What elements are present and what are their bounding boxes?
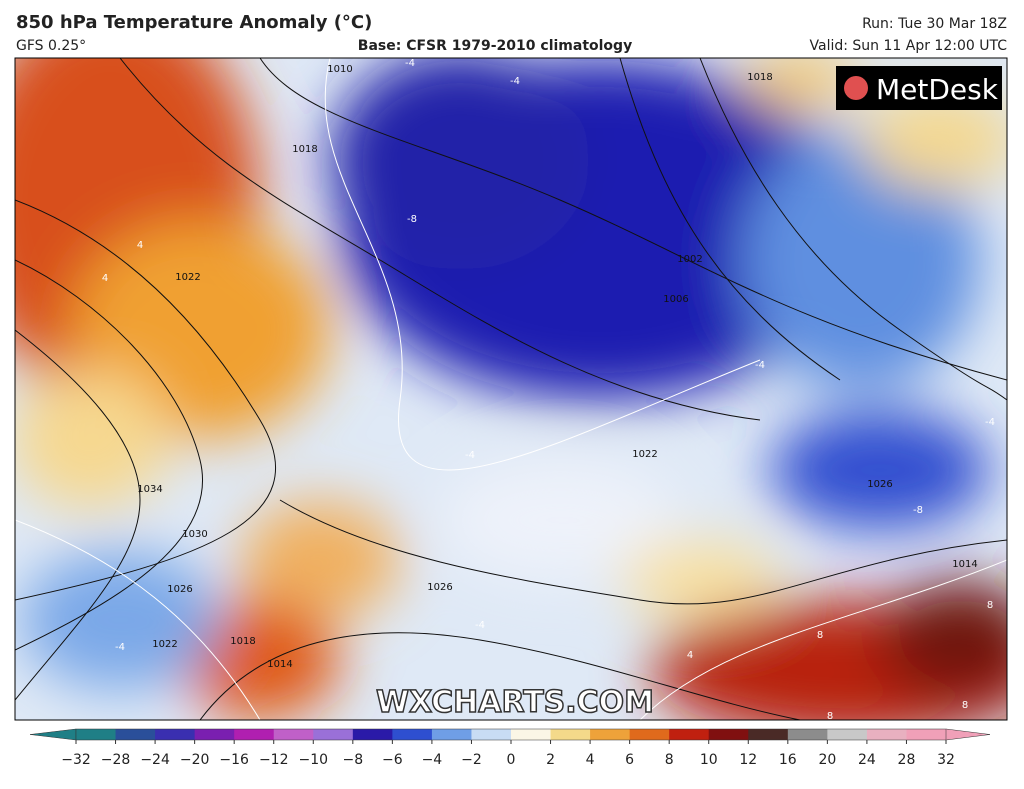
isobar-label: 1010 xyxy=(327,64,352,75)
colorbar-segment xyxy=(748,729,789,740)
colorbar-segment xyxy=(866,729,907,740)
map: 1010 1018 1022 1034 1030 1026 1022 1018 1014 1026… xyxy=(15,58,1007,722)
run: Run: Tue 30 Mar 18Z xyxy=(862,16,1007,32)
anomaly-label: 8 xyxy=(817,630,823,641)
watermark: WXCHARTS.COM xyxy=(376,685,654,720)
colorbar-segment xyxy=(669,729,710,740)
colorbar-end xyxy=(945,728,991,741)
colorbar-tick-label: −2 xyxy=(461,752,482,768)
anomaly-label: -8 xyxy=(913,505,923,516)
colorbar-tick-label: −28 xyxy=(101,752,131,768)
colorbar-tick-label: 16 xyxy=(779,752,797,768)
isobar-label: 1018 xyxy=(292,144,317,155)
anomaly-label: 4 xyxy=(137,240,143,251)
anomaly-label: -4 xyxy=(985,417,995,428)
colorbar-segment xyxy=(827,729,868,740)
colorbar-segment xyxy=(115,729,156,740)
colorbar-segment xyxy=(550,729,591,740)
isobar-label: 1018 xyxy=(230,636,255,647)
colorbar-tick-label: 32 xyxy=(937,752,955,768)
colorbar-end xyxy=(29,728,77,741)
colorbar-segment xyxy=(471,729,512,740)
logo: MetDesk xyxy=(876,73,999,106)
anomaly-label: 4 xyxy=(102,273,108,284)
title: 850 hPa Temperature Anomaly (°C) xyxy=(16,12,372,33)
colorbar-segment xyxy=(511,729,552,740)
colorbar-tick-label: 6 xyxy=(625,752,634,768)
anomaly-label: -4 xyxy=(755,360,765,371)
isobar-label: 1026 xyxy=(427,582,452,593)
colorbar-segment xyxy=(906,729,947,740)
valid: Valid: Sun 11 Apr 12:00 UTC xyxy=(810,38,1008,54)
colorbar-segment xyxy=(629,729,670,740)
colorbar-tick-label: 8 xyxy=(665,752,674,768)
anomaly-label: -4 xyxy=(475,620,485,631)
anomaly-label: 8 xyxy=(827,711,833,722)
colorbar-segment xyxy=(352,729,393,740)
isobar-label: 1022 xyxy=(632,449,657,460)
colorbar-tick-label: 28 xyxy=(898,752,916,768)
anomaly-label: -4 xyxy=(115,642,125,653)
colorbar-tick-label: −8 xyxy=(342,752,363,768)
colorbar-segment xyxy=(431,729,472,740)
colorbar-tick-label: −32 xyxy=(61,752,91,768)
base: Base: CFSR 1979-2010 climatology xyxy=(358,38,632,54)
colorbar-tick-label: 0 xyxy=(507,752,516,768)
anomaly-label: -4 xyxy=(510,76,520,87)
isobar-label: 1002 xyxy=(677,254,702,265)
isobar-label: 1018 xyxy=(747,72,772,83)
colorbar-segment xyxy=(194,729,235,740)
colorbar-tick-label: −12 xyxy=(259,752,289,768)
isobar-label: 1022 xyxy=(175,272,200,283)
colorbar-segment xyxy=(273,729,314,740)
isobar-label: 1006 xyxy=(663,294,688,305)
colorbar-tick-label: −20 xyxy=(180,752,210,768)
anomaly-label: 4 xyxy=(687,650,693,661)
colorbar-segment xyxy=(787,729,828,740)
colorbar-tick-label: −6 xyxy=(382,752,403,768)
anomaly-label: -8 xyxy=(407,214,417,225)
colorbar-segment xyxy=(590,729,631,740)
isobar-label: 1026 xyxy=(867,479,892,490)
colorbar-segment xyxy=(76,729,117,740)
colorbar-tick-label: −10 xyxy=(298,752,328,768)
map-frame xyxy=(14,57,1008,721)
isobar-label: 1014 xyxy=(952,559,977,570)
anomaly-label: 8 xyxy=(987,600,993,611)
colorbar-segment xyxy=(708,729,749,740)
anomaly-label: -4 xyxy=(465,450,475,461)
anomaly-label: -4 xyxy=(405,58,415,69)
colorbar-tick-label: 20 xyxy=(818,752,836,768)
colorbar-segment xyxy=(313,729,354,740)
colorbar-segment xyxy=(155,729,196,740)
colorbar-tick-label: −24 xyxy=(140,752,170,768)
logo-icon xyxy=(844,76,868,100)
colorbar-tick-label: −16 xyxy=(219,752,249,768)
isobar-label: 1026 xyxy=(167,584,192,595)
model: GFS 0.25° xyxy=(16,38,86,54)
isobar-label: 1022 xyxy=(152,639,177,650)
colorbar-tick-label: 10 xyxy=(700,752,718,768)
anomaly-label: 8 xyxy=(962,700,968,711)
colorbar-tick-label: 24 xyxy=(858,752,876,768)
isobar-label: 1014 xyxy=(267,659,292,670)
colorbar-tick-label: 2 xyxy=(546,752,555,768)
isobar-label: 1030 xyxy=(182,529,207,540)
colorbar-tick-label: −4 xyxy=(422,752,443,768)
colorbar-tick-label: 12 xyxy=(739,752,757,768)
colorbar-segment xyxy=(234,729,275,740)
isobar-label: 1034 xyxy=(137,484,162,495)
colorbar-tick-label: 4 xyxy=(586,752,595,768)
colorbar-segment xyxy=(392,729,433,740)
